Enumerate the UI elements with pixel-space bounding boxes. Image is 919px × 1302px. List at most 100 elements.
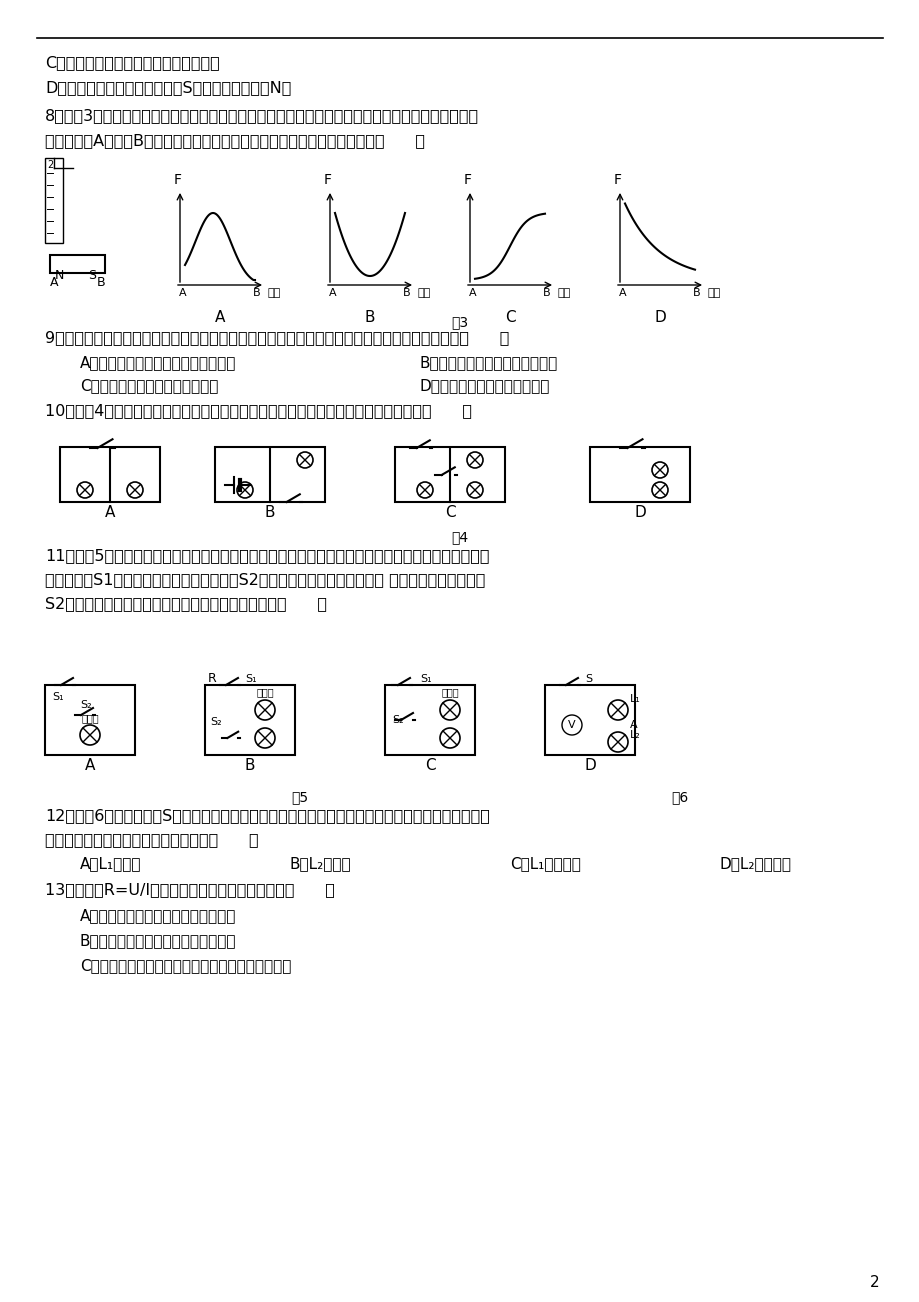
- Circle shape: [562, 715, 582, 736]
- Text: S₂: S₂: [210, 717, 221, 727]
- Text: 位置: 位置: [267, 288, 281, 298]
- Circle shape: [439, 700, 460, 720]
- Circle shape: [652, 482, 667, 497]
- Text: V: V: [568, 720, 575, 730]
- Text: 8、如图3所示，某同学研究磁体间相互作用力大小时，用测力计吊着一磁体沿水平方向从水平放置的: 8、如图3所示，某同学研究磁体间相互作用力大小时，用测力计吊着一磁体沿水平方向从…: [45, 108, 479, 122]
- Text: B、导体的电阻跟通过它的电流成反比: B、导体的电阻跟通过它的电流成反比: [80, 934, 236, 948]
- Text: B: B: [244, 758, 255, 773]
- Text: A: A: [50, 276, 59, 289]
- Text: A: A: [329, 288, 336, 298]
- Text: S₁: S₁: [52, 691, 63, 702]
- Circle shape: [297, 452, 312, 467]
- Text: L₁: L₁: [630, 694, 640, 704]
- Text: C: C: [444, 505, 455, 519]
- Text: 11、如图5所示，为保证司乘人员的安全，轿车上设有安全带未系提示系统。当乘客坐在座椅上时，座: 11、如图5所示，为保证司乘人员的安全，轿车上设有安全带未系提示系统。当乘客坐在…: [45, 548, 489, 562]
- Text: A、导体的电阻跟它两端的电压成正比: A、导体的电阻跟它两端的电压成正比: [80, 907, 236, 923]
- Text: 10、在图4电路中，一盏灯泡损坏后（灯丝断了），另一盏灯泡一定不能工作是电路是（      ）: 10、在图4电路中，一盏灯泡损坏后（灯丝断了），另一盏灯泡一定不能工作是电路是（…: [45, 404, 471, 418]
- Text: B: B: [542, 288, 550, 298]
- Text: B: B: [253, 288, 260, 298]
- Text: 2: 2: [869, 1275, 879, 1290]
- Text: A: A: [105, 505, 115, 519]
- Bar: [589, 447, 689, 503]
- Text: A: A: [85, 758, 95, 773]
- Text: F: F: [323, 173, 332, 187]
- Text: S: S: [88, 270, 96, 283]
- Text: 2: 2: [47, 160, 53, 171]
- Text: 条型磁铁的A端移到B端的过程中，能表示测力计示数与水平位置关系的图是（      ）: 条型磁铁的A端移到B端的过程中，能表示测力计示数与水平位置关系的图是（ ）: [45, 133, 425, 148]
- Text: 9、在晴朗干燥的冬日里，如果用塑料梳子梳干燥的头发，会发现头发越梳越蓬松，其主要原因是（      ）: 9、在晴朗干燥的冬日里，如果用塑料梳子梳干燥的头发，会发现头发越梳越蓬松，其主要…: [45, 329, 509, 345]
- Circle shape: [607, 732, 628, 753]
- Text: 数突然变大。电路的故障判断可能的是（      ）: 数突然变大。电路的故障判断可能的是（ ）: [45, 832, 258, 848]
- Bar: [60, 447, 160, 503]
- Circle shape: [467, 452, 482, 467]
- Text: F: F: [463, 173, 471, 187]
- Text: C: C: [425, 758, 435, 773]
- Text: C: C: [505, 310, 515, 326]
- Text: C、磁感线是磁场中真实存在的一些曲线: C、磁感线是磁场中真实存在的一些曲线: [45, 55, 220, 70]
- Circle shape: [255, 728, 275, 749]
- Text: A、L₁灯短路: A、L₁灯短路: [80, 855, 142, 871]
- Text: S₂: S₂: [80, 700, 92, 710]
- Text: N: N: [55, 270, 64, 283]
- Text: 位置: 位置: [708, 288, 720, 298]
- Text: D: D: [653, 310, 665, 326]
- Circle shape: [467, 482, 482, 497]
- Text: D: D: [584, 758, 596, 773]
- Text: B、头发因为带同种电荷相互排斥: B、头发因为带同种电荷相互排斥: [420, 355, 558, 370]
- Text: 指示灯: 指示灯: [81, 713, 98, 723]
- Text: B: B: [265, 505, 275, 519]
- Text: D: D: [633, 505, 645, 519]
- Text: R: R: [208, 672, 217, 685]
- Text: B、L₂灯短路: B、L₂灯短路: [289, 855, 351, 871]
- Text: 图5: 图5: [291, 790, 308, 805]
- Text: 位置: 位置: [417, 288, 431, 298]
- Circle shape: [607, 700, 628, 720]
- Text: S₁: S₁: [420, 674, 431, 684]
- Text: B: B: [364, 310, 375, 326]
- Text: B: B: [692, 288, 700, 298]
- Text: F: F: [613, 173, 621, 187]
- Text: B: B: [96, 276, 106, 289]
- Text: 12、如图6所示，当开关S闭合后，两表均有示数，过一会儿发现电压表的示数突然变小，电流表的示: 12、如图6所示，当开关S闭合后，两表均有示数，过一会儿发现电压表的示数突然变小…: [45, 809, 489, 823]
- Text: D、L₂灯丝断开: D、L₂灯丝断开: [720, 855, 791, 871]
- Text: S2闭合，指示灯熄灭。下列设计比较合理的电路图是（      ）: S2闭合，指示灯熄灭。下列设计比较合理的电路图是（ ）: [45, 596, 326, 611]
- Circle shape: [127, 482, 142, 497]
- Text: C、导体的电阻跟它两端的电压和通过它的电流无关: C、导体的电阻跟它两端的电压和通过它的电流无关: [80, 958, 291, 973]
- Circle shape: [439, 728, 460, 749]
- Text: 指示灯: 指示灯: [255, 687, 274, 697]
- Text: 图6: 图6: [671, 790, 688, 805]
- Bar: [215, 447, 324, 503]
- Bar: [394, 447, 505, 503]
- Bar: [384, 685, 474, 755]
- Text: C、L₁灯丝断开: C、L₁灯丝断开: [509, 855, 580, 871]
- Text: 位置: 位置: [558, 288, 571, 298]
- Bar: [45, 158, 62, 243]
- Text: A: A: [469, 288, 476, 298]
- Text: D、梳头时，头发的毛囊会膨胀: D、梳头时，头发的毛囊会膨胀: [420, 378, 550, 393]
- Text: A: A: [179, 288, 187, 298]
- Text: 图4: 图4: [451, 530, 468, 544]
- Text: C、头发因为带异种电荷相互吸引: C、头发因为带异种电荷相互吸引: [80, 378, 218, 393]
- Bar: [544, 685, 634, 755]
- Text: B: B: [403, 288, 411, 298]
- Text: 13、对公式R=U/I的理解，下面的说法中正确的是（      ）: 13、对公式R=U/I的理解，下面的说法中正确的是（ ）: [45, 881, 335, 897]
- Text: D、磁体周围的磁感线从磁体的S极发出，回到磁体N极: D、磁体周围的磁感线从磁体的S极发出，回到磁体N极: [45, 79, 291, 95]
- Text: A、梳头时，空气进入头发使头发蓬松: A、梳头时，空气进入头发使头发蓬松: [80, 355, 236, 370]
- Circle shape: [237, 482, 253, 497]
- Text: F: F: [174, 173, 182, 187]
- Circle shape: [77, 482, 93, 497]
- Text: A: A: [630, 720, 637, 730]
- Circle shape: [80, 725, 100, 745]
- Circle shape: [255, 700, 275, 720]
- Bar: [45, 685, 135, 755]
- Bar: [50, 255, 105, 273]
- Text: 图3: 图3: [451, 315, 468, 329]
- Text: L₂: L₂: [630, 730, 640, 740]
- Text: S₂: S₂: [391, 715, 403, 725]
- Circle shape: [416, 482, 433, 497]
- Text: A: A: [214, 310, 225, 326]
- Bar: [205, 685, 295, 755]
- Text: 椅下的开关S1闭合。若未系安全带，则开关S2断开，仪表盘上的指示灯亮起 若系上安全带，则开关: 椅下的开关S1闭合。若未系安全带，则开关S2断开，仪表盘上的指示灯亮起 若系上安…: [45, 572, 485, 587]
- Text: A: A: [618, 288, 626, 298]
- Text: S: S: [584, 674, 592, 684]
